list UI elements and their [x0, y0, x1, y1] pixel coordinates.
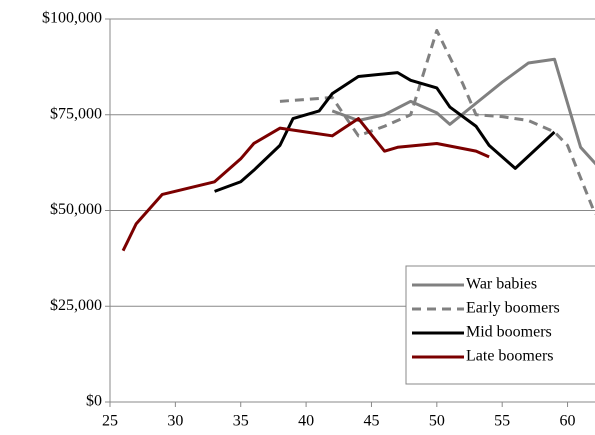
y-tick-label: $0 — [86, 393, 102, 410]
y-tick-label: $100,000 — [42, 10, 102, 27]
legend-label: Late boomers — [466, 348, 554, 365]
x-tick-label: 60 — [560, 413, 576, 430]
legend-label: Early boomers — [466, 300, 560, 317]
x-tick-label: 40 — [298, 413, 314, 430]
legend: War babies Early boomers Mid boomers Late b… — [405, 265, 595, 385]
x-tick-label: 30 — [167, 413, 183, 430]
series-line — [121, 117, 490, 252]
legend-label: War babies — [466, 276, 537, 293]
series-line — [214, 71, 556, 193]
x-tick-label: 35 — [233, 413, 249, 430]
plot-lines — [121, 28, 595, 252]
x-tick-label: 45 — [363, 413, 379, 430]
x-tick-label: 50 — [429, 413, 445, 430]
x-tick-label: 55 — [494, 413, 510, 430]
y-tick-label: $50,000 — [50, 201, 102, 218]
series-line — [331, 57, 595, 166]
x-tick-label: 25 — [102, 413, 118, 430]
y-tick-label: $25,000 — [50, 297, 102, 314]
y-tick-label: $75,000 — [50, 105, 102, 122]
legend-label: Mid boomers — [466, 324, 552, 341]
series-line — [279, 28, 595, 216]
axes: $0 $25,000 $50,000 $75,000 $100,000 25 30 35 40 4… — [42, 10, 595, 430]
